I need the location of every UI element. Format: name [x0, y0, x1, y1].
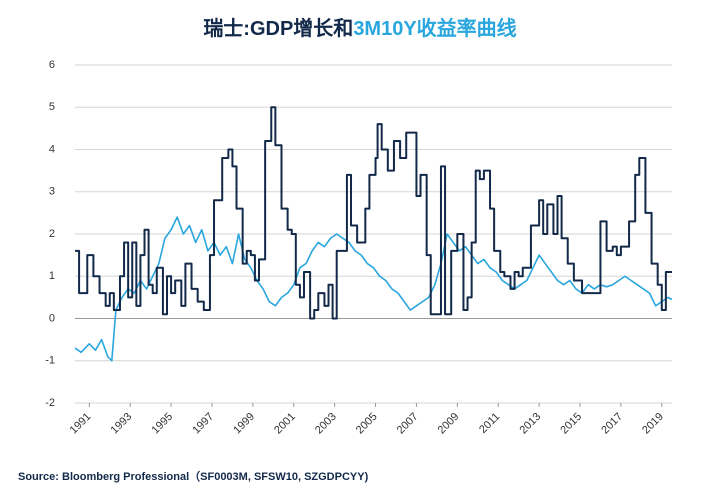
- x-tick-label: 2009: [436, 411, 462, 437]
- x-tick-label: 2013: [517, 411, 543, 437]
- x-tick-label: 2017: [599, 411, 625, 437]
- y-tick-label: 2: [49, 228, 55, 240]
- x-tick-label: 1999: [231, 411, 257, 437]
- x-tick-label: 2007: [395, 411, 421, 437]
- x-tick-label: 2011: [477, 411, 502, 436]
- y-tick-label: 5: [49, 101, 55, 113]
- y-tick-label: 1: [49, 270, 55, 282]
- y-tick-label: 4: [49, 143, 55, 155]
- chart-title: 瑞士:GDP增长和3M10Y收益率曲线: [203, 16, 516, 40]
- x-tick-label: 1991: [68, 411, 94, 437]
- y-tick-label: 6: [49, 59, 55, 71]
- x-tick-label: 2003: [313, 411, 339, 437]
- x-tick-label: 2005: [354, 411, 380, 437]
- y-tick-label: -2: [45, 397, 55, 409]
- title-part: 瑞士:GDP增长和: [203, 16, 353, 40]
- x-tick-label: 1995: [149, 411, 175, 437]
- x-tick-label: 1993: [109, 411, 135, 437]
- series-line: [74, 216, 673, 362]
- y-tick-label: 3: [49, 186, 55, 198]
- x-tick-label: 2015: [558, 411, 584, 437]
- x-tick-label: 2001: [272, 411, 298, 437]
- series-line: [75, 106, 672, 320]
- source: Source: Bloomberg Professional（SF0003M, …: [18, 470, 369, 483]
- x-tick-label: 1997: [190, 411, 216, 437]
- x-tick-label: 2019: [640, 411, 666, 437]
- y-tick-label: -1: [45, 355, 55, 367]
- y-tick-label: 0: [49, 312, 55, 324]
- title-part: 3M10Y收益率曲线: [353, 16, 516, 40]
